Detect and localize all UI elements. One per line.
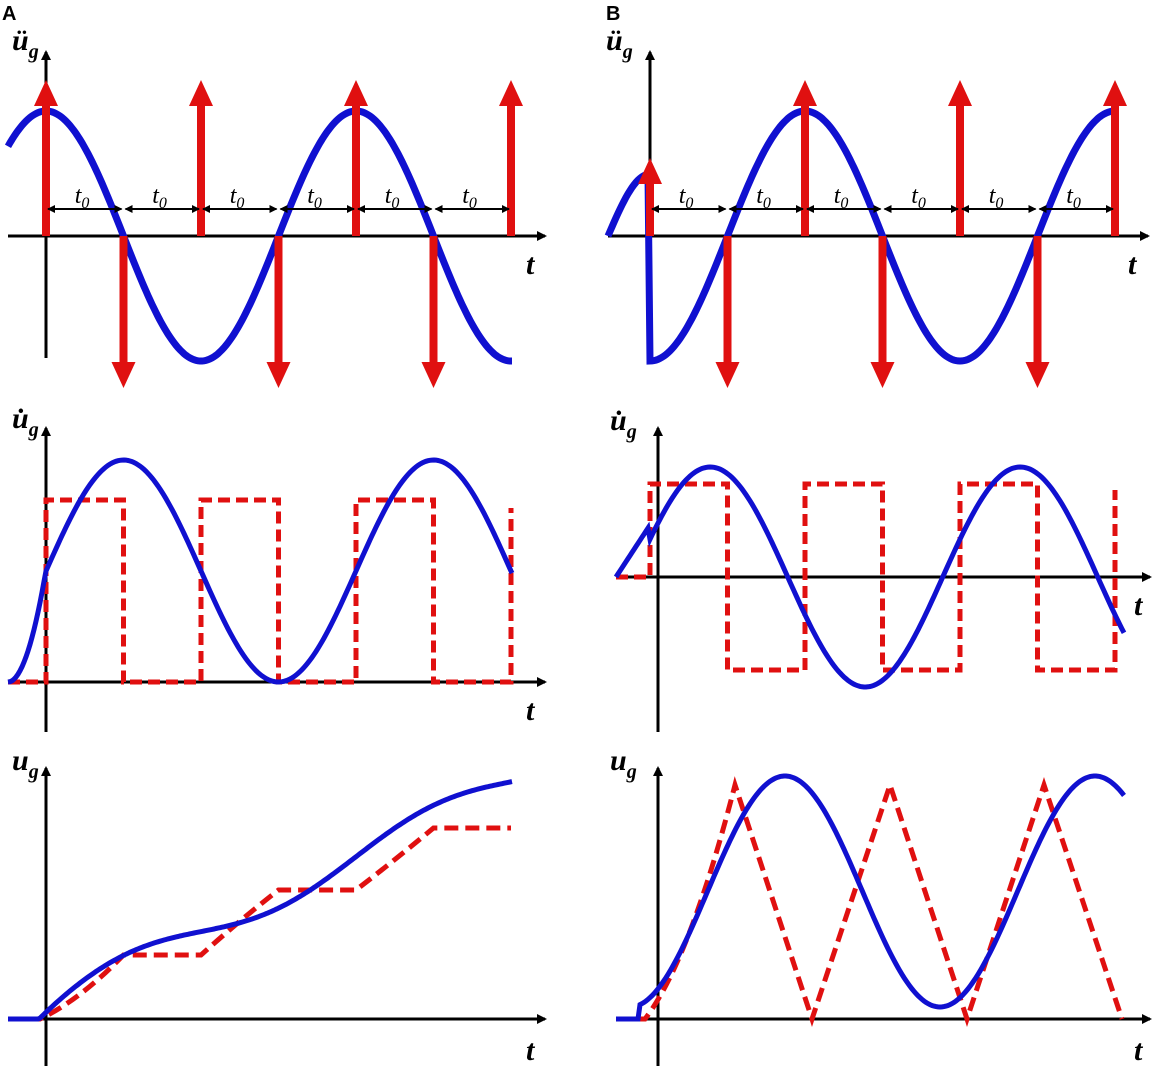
- panel-a: t0 t0 t0 t0 t0 t0 üg t u̇g t ug t: [4, 24, 547, 1067]
- impulse-arrowhead: [1025, 362, 1050, 388]
- sine-curve: [7, 457, 515, 685]
- interval-markers: t0 t0 t0 t0 t0 t0: [651, 183, 1114, 213]
- impulse-arrows: [638, 80, 1127, 388]
- interval-label: t0: [834, 183, 849, 212]
- x-axis-label: t: [1134, 589, 1144, 622]
- impulse-arrowhead: [34, 80, 58, 106]
- interval-label: t0: [756, 183, 771, 212]
- solid-displacement-curve: [616, 773, 1126, 1022]
- y-axis-label: ug: [610, 744, 637, 783]
- panel-a-displacement-plot: ug t: [8, 744, 547, 1067]
- panel-a-velocity-plot: u̇g t: [7, 402, 547, 732]
- panel-b-acceleration-plot: t0 t0 t0 t0 t0 t0 üg t: [604, 24, 1150, 388]
- panel-a-letter: A: [2, 3, 16, 25]
- y-axis-label: üg: [606, 24, 633, 63]
- impulse-arrowhead: [111, 362, 136, 388]
- interval-markers: t0 t0 t0 t0 t0 t0: [47, 183, 510, 213]
- y-axis-label: u̇g: [610, 404, 637, 443]
- x-axis-label: t: [526, 1034, 536, 1067]
- interval-label: t0: [1066, 183, 1081, 212]
- x-axis-label: t: [526, 248, 536, 281]
- interval-label: t0: [75, 183, 90, 212]
- interval-label: t0: [307, 183, 322, 212]
- x-axis-label: t: [526, 694, 536, 727]
- dashed-displacement-curve: [8, 825, 511, 1022]
- x-axis-label: t: [1128, 248, 1138, 281]
- sine-curve: [604, 107, 1113, 365]
- impulse-arrowhead: [421, 362, 446, 388]
- impulse-arrowhead: [266, 362, 291, 388]
- impulse-arrowhead: [1103, 80, 1127, 106]
- interval-label: t0: [911, 183, 926, 212]
- y-axis-label: üg: [12, 24, 39, 63]
- solid-displacement-curve: [8, 779, 513, 1022]
- sine-curve: [4, 107, 512, 365]
- interval-label: t0: [152, 183, 167, 212]
- interval-label: t0: [385, 183, 400, 212]
- panel-b-letter: B: [606, 3, 620, 25]
- interval-label: t0: [462, 183, 477, 212]
- impulse-arrowhead: [870, 362, 895, 388]
- square-wave: [8, 497, 514, 685]
- x-axis-label: t: [1134, 1034, 1144, 1067]
- impulse-arrowhead: [793, 80, 817, 106]
- panel-b-velocity-plot: u̇g t: [610, 404, 1152, 732]
- panel-a-acceleration-plot: t0 t0 t0 t0 t0 t0 üg t: [4, 24, 547, 388]
- dashed-displacement-curve: [616, 776, 1125, 1027]
- interval-label: t0: [230, 183, 245, 212]
- square-wave: [616, 481, 1118, 673]
- panel-b: t0 t0 t0 t0 t0 t0 üg t u̇g t ug t: [604, 24, 1152, 1067]
- panel-b-displacement-plot: ug t: [610, 744, 1152, 1067]
- interval-label: t0: [989, 183, 1004, 212]
- impulse-arrowhead: [499, 80, 523, 106]
- interval-label: t0: [679, 183, 694, 212]
- impulse-arrowhead: [948, 80, 972, 106]
- impulse-arrowhead: [189, 80, 213, 106]
- y-axis-label: u̇g: [12, 402, 39, 441]
- y-axis-label: ug: [12, 744, 39, 783]
- sine-curve: [613, 464, 1127, 690]
- impulse-arrows: [34, 80, 523, 388]
- impulse-arrowhead: [344, 80, 368, 106]
- impulse-arrowhead: [715, 362, 740, 388]
- impulse-arrowhead: [638, 158, 662, 184]
